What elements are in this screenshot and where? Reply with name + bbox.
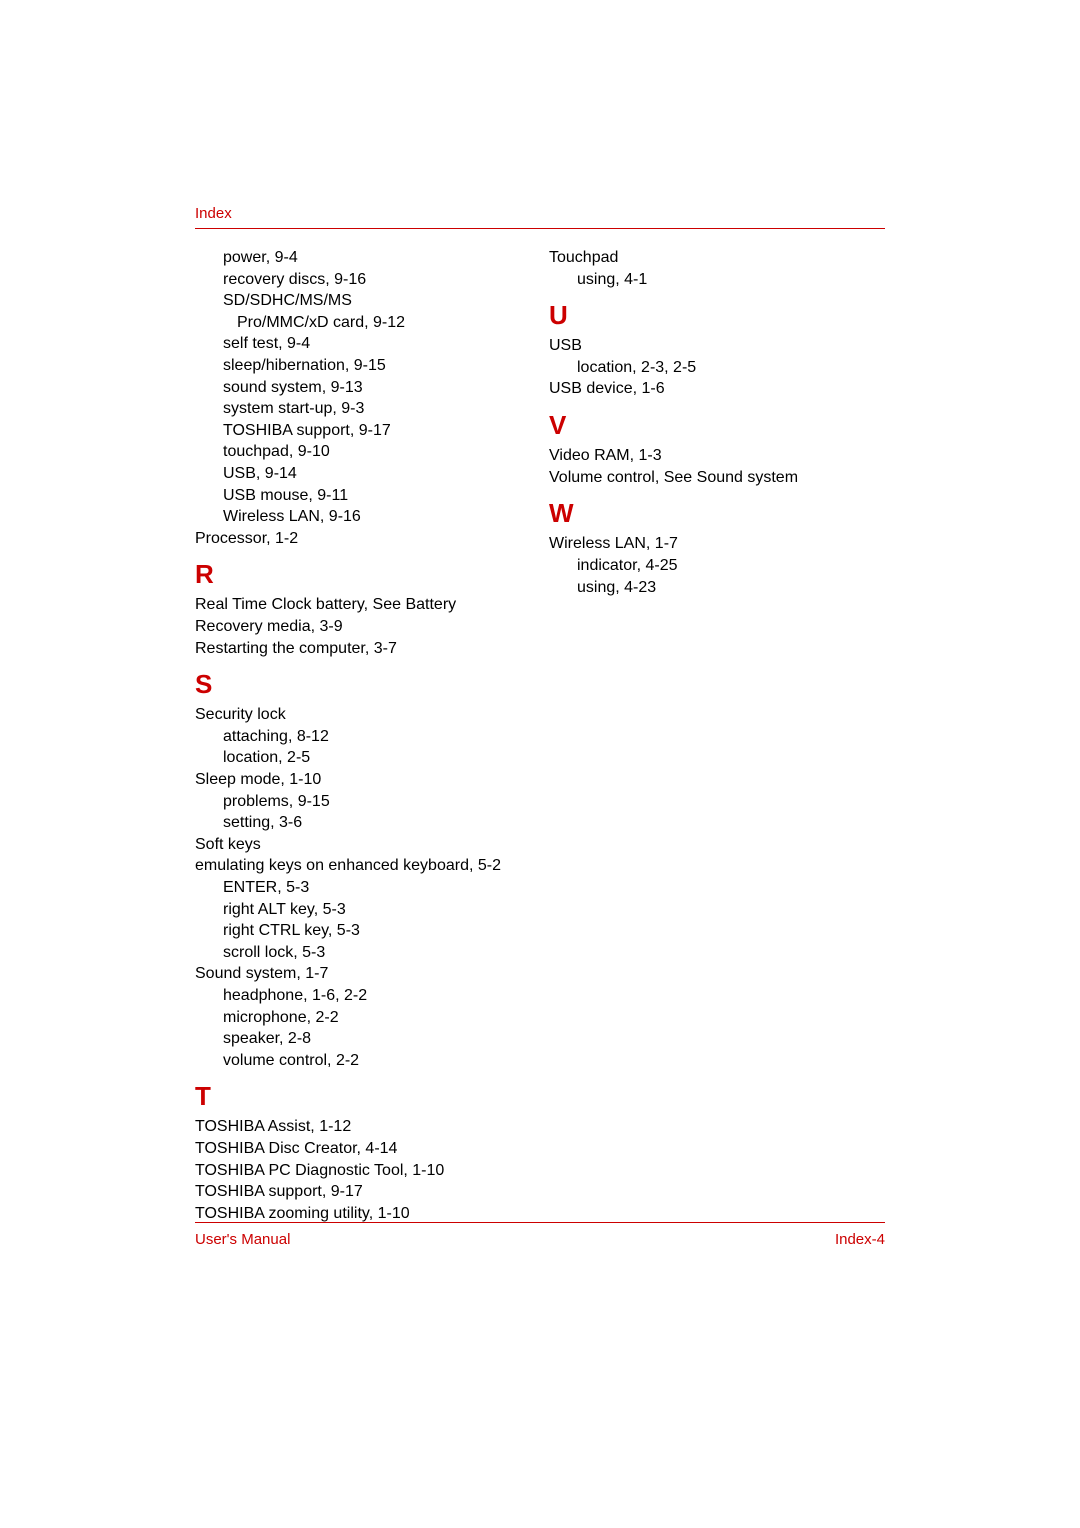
index-entry: Wireless LAN, 1-7 [549, 533, 885, 555]
index-entry: touchpad, 9-10 [195, 441, 531, 463]
index-entry: right ALT key, 5-3 [195, 899, 531, 921]
index-entry: Sleep mode, 1-10 [195, 769, 531, 791]
index-entry: Real Time Clock battery, See Battery [195, 594, 531, 616]
index-entry: Security lock [195, 704, 531, 726]
index-section-letter: R [195, 557, 531, 592]
index-entry: problems, 9-15 [195, 791, 531, 813]
index-entry: USB device, 1-6 [549, 378, 885, 400]
index-entry: Processor, 1-2 [195, 528, 531, 550]
index-entry: ENTER, 5-3 [195, 877, 531, 899]
index-section-letter: S [195, 667, 531, 702]
page: Index power, 9-4recovery discs, 9-16SD/S… [0, 0, 1080, 1528]
index-entry: setting, 3-6 [195, 812, 531, 834]
index-entry: Wireless LAN, 9-16 [195, 506, 531, 528]
index-entry: Volume control, See Sound system [549, 467, 885, 489]
index-entry: USB mouse, 9-11 [195, 485, 531, 507]
index-entry: microphone, 2-2 [195, 1007, 531, 1029]
index-entry: indicator, 4-25 [549, 555, 885, 577]
index-entry: Video RAM, 1-3 [549, 445, 885, 467]
index-entry: speaker, 2-8 [195, 1028, 531, 1050]
index-columns: power, 9-4recovery discs, 9-16SD/SDHC/MS… [195, 247, 885, 1224]
index-section-letter: U [549, 298, 885, 333]
index-entry: recovery discs, 9-16 [195, 269, 531, 291]
index-entry: TOSHIBA Disc Creator, 4-14 [195, 1138, 531, 1160]
footer-row: User's Manual Index-4 [195, 1231, 885, 1248]
index-entry: using, 4-1 [549, 269, 885, 291]
index-entry: using, 4-23 [549, 577, 885, 599]
index-entry: scroll lock, 5-3 [195, 942, 531, 964]
index-entry: headphone, 1-6, 2-2 [195, 985, 531, 1007]
index-entry: TOSHIBA support, 9-17 [195, 1181, 531, 1203]
index-entry: TOSHIBA PC Diagnostic Tool, 1-10 [195, 1160, 531, 1182]
index-entry: sound system, 9-13 [195, 377, 531, 399]
index-entry: SD/SDHC/MS/MS [195, 290, 531, 312]
footer-right: Index-4 [835, 1231, 885, 1248]
index-entry: sleep/hibernation, 9-15 [195, 355, 531, 377]
header-rule [195, 228, 885, 229]
index-entry: Sound system, 1-7 [195, 963, 531, 985]
footer-rule [195, 1222, 885, 1223]
footer: User's Manual Index-4 [195, 1222, 885, 1248]
index-entry: location, 2-3, 2-5 [549, 357, 885, 379]
index-entry: Recovery media, 3-9 [195, 616, 531, 638]
index-entry: attaching, 8-12 [195, 726, 531, 748]
index-entry: power, 9-4 [195, 247, 531, 269]
index-section-letter: W [549, 496, 885, 531]
index-entry: USB, 9-14 [195, 463, 531, 485]
index-entry: Soft keys [195, 834, 531, 856]
index-entry: system start-up, 9-3 [195, 398, 531, 420]
index-entry: location, 2-5 [195, 747, 531, 769]
index-entry: self test, 9-4 [195, 333, 531, 355]
index-entry: Touchpad [549, 247, 885, 269]
index-entry: TOSHIBA support, 9-17 [195, 420, 531, 442]
index-entry: Restarting the computer, 3-7 [195, 638, 531, 660]
index-entry: USB [549, 335, 885, 357]
header-index-label: Index [195, 205, 885, 222]
index-entry: emulating keys on enhanced keyboard, 5-2 [195, 855, 531, 877]
index-entry: volume control, 2-2 [195, 1050, 531, 1072]
index-section-letter: T [195, 1079, 531, 1114]
index-section-letter: V [549, 408, 885, 443]
index-entry: right CTRL key, 5-3 [195, 920, 531, 942]
index-column-right: Touchpadusing, 4-1 UUSBlocation, 2-3, 2-5… [549, 247, 885, 1224]
index-entry: TOSHIBA Assist, 1-12 [195, 1116, 531, 1138]
index-column-left: power, 9-4recovery discs, 9-16SD/SDHC/MS… [195, 247, 531, 1224]
index-entry: Pro/MMC/xD card, 9-12 [195, 312, 531, 334]
footer-left: User's Manual [195, 1231, 290, 1248]
